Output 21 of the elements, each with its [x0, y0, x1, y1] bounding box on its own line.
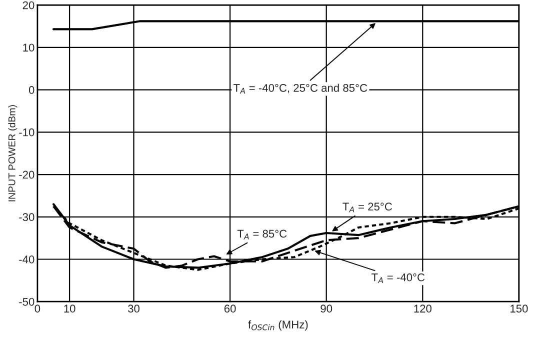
x-tick-label: 90 — [320, 304, 332, 313]
x-axis-title: f$_{OSCin}$ (MHz) — [248, 320, 308, 331]
x-tick-label: 10 — [64, 304, 76, 313]
x-tick-label: 60 — [224, 304, 236, 313]
x-tick-label: 120 — [414, 304, 432, 313]
y-tick-label: -40 — [19, 256, 34, 264]
x-tick-label: 150 — [510, 304, 528, 313]
x-tick-label: 30 — [128, 304, 140, 313]
annotation: T$_{A}$ = -40°C, 25°C and 85°C — [234, 84, 368, 94]
annotation: T$_{A}$ = -40°C — [372, 273, 425, 283]
y-tick-label: 20 — [22, 1, 34, 10]
annotation: T$_{A}$ = 85°C — [237, 230, 287, 240]
y-tick-label: -50 — [19, 298, 34, 306]
y-tick-label: 10 — [23, 44, 34, 52]
annotation: T$_{A}$ = 25°C — [342, 202, 392, 212]
y-tick-label: -20 — [19, 170, 34, 179]
y-tick-label: -10 — [19, 128, 34, 136]
x-tick-label: 0 — [34, 304, 40, 313]
y-tick-label: 0 — [28, 86, 34, 94]
y-tick-label: -30 — [19, 213, 34, 222]
y-axis-title: INPUT POWER (dBm) — [8, 105, 18, 202]
